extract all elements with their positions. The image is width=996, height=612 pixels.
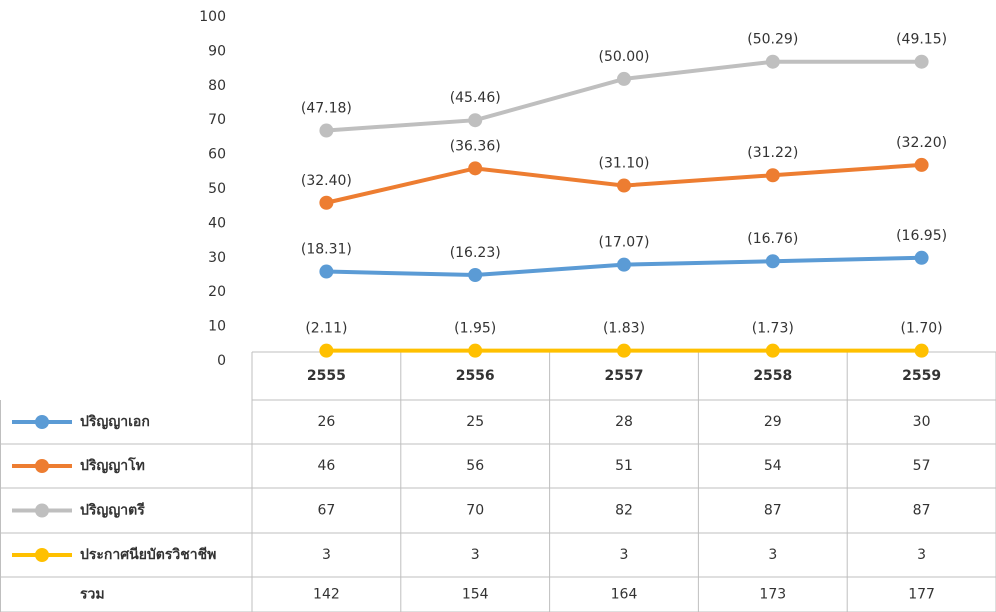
y-tick-label: 0 (217, 353, 226, 369)
y-tick-label: 20 (208, 284, 226, 300)
legend-label: ประกาศนียบัตรวิชาชีพ (80, 547, 216, 563)
point-label: (32.40) (301, 173, 352, 189)
point (914, 250, 929, 265)
point (319, 123, 334, 138)
point (765, 168, 780, 183)
legend-marker (35, 503, 49, 518)
total-value: 177 (908, 587, 935, 603)
point (468, 161, 483, 176)
table-value: 82 (615, 503, 633, 519)
table-value: 46 (317, 458, 335, 474)
x-tick-label: 2556 (456, 368, 495, 384)
point (319, 343, 334, 358)
point-label: (31.22) (747, 145, 798, 161)
legend-label: ปริญญาเอก (80, 414, 150, 430)
y-tick-label: 30 (208, 250, 226, 266)
table-value: 3 (917, 547, 926, 563)
table-value: 54 (764, 458, 782, 474)
legend-label: ปริญญาโท (80, 456, 145, 474)
point-label: (47.18) (301, 101, 352, 117)
y-tick-label: 40 (208, 215, 226, 231)
total-value: 154 (462, 587, 489, 603)
point (617, 178, 631, 193)
point-label: (1.73) (752, 321, 794, 337)
point-label: (49.15) (896, 32, 947, 48)
point (468, 343, 483, 358)
point-label: (16.76) (747, 231, 798, 247)
legend-marker (35, 459, 49, 473)
table-value: 3 (620, 547, 629, 563)
y-tick-label: 70 (208, 112, 226, 128)
point-label: (16.23) (450, 245, 501, 261)
x-tick-label: 2557 (605, 368, 644, 384)
point-label: (16.95) (896, 228, 947, 244)
point (617, 71, 631, 86)
legend-marker (35, 548, 49, 562)
point (765, 54, 780, 69)
point-label: (18.31) (301, 242, 352, 258)
table-value: 56 (466, 458, 484, 474)
table-value: 3 (471, 547, 480, 563)
table-value: 30 (913, 414, 931, 430)
table-value: 26 (317, 414, 335, 430)
point (617, 257, 631, 272)
point (468, 268, 483, 282)
x-tick-label: 2559 (902, 368, 941, 384)
point (765, 254, 780, 269)
point-label: (36.36) (450, 138, 501, 154)
y-tick-label: 90 (208, 43, 226, 59)
table-value: 70 (466, 503, 484, 519)
total-value: 142 (313, 587, 340, 603)
point (319, 264, 334, 279)
table-value: 25 (466, 414, 484, 430)
legend-marker (35, 415, 49, 429)
point-label: (2.11) (305, 321, 347, 337)
table-value: 29 (764, 414, 782, 430)
y-tick-label: 100 (199, 9, 226, 25)
point-label: (31.10) (598, 156, 649, 172)
table-value: 51 (615, 458, 633, 474)
table-value: 3 (322, 547, 331, 563)
y-tick-label: 10 (208, 319, 226, 335)
table-value: 28 (615, 414, 633, 430)
point-label: (32.20) (896, 135, 947, 151)
point (765, 343, 780, 358)
total-value: 164 (611, 587, 638, 603)
total-label: รวม (80, 587, 105, 603)
table-value: 87 (913, 503, 931, 519)
point (319, 195, 334, 210)
point (914, 157, 929, 172)
point (617, 343, 631, 358)
point (914, 54, 929, 69)
y-tick-label: 60 (208, 147, 226, 163)
point-label: (1.83) (603, 321, 645, 337)
table-value: 67 (317, 503, 335, 519)
point (914, 343, 929, 358)
legend-label: ปริญญาตรี (80, 503, 145, 519)
point-label: (17.07) (598, 235, 649, 251)
y-tick-label: 80 (208, 78, 226, 94)
y-tick-label: 50 (208, 181, 226, 197)
x-tick-label: 2555 (307, 368, 346, 384)
point (468, 113, 483, 128)
total-value: 173 (759, 587, 786, 603)
table-value: 3 (768, 547, 777, 563)
table-value: 57 (913, 458, 931, 474)
point-label: (50.29) (747, 32, 798, 48)
point-label: (1.95) (454, 321, 496, 337)
point-label: (1.70) (901, 321, 943, 337)
table-value: 87 (764, 503, 782, 519)
x-tick-label: 2558 (753, 368, 792, 384)
point-label: (45.46) (450, 90, 501, 106)
point-label: (50.00) (598, 49, 649, 65)
